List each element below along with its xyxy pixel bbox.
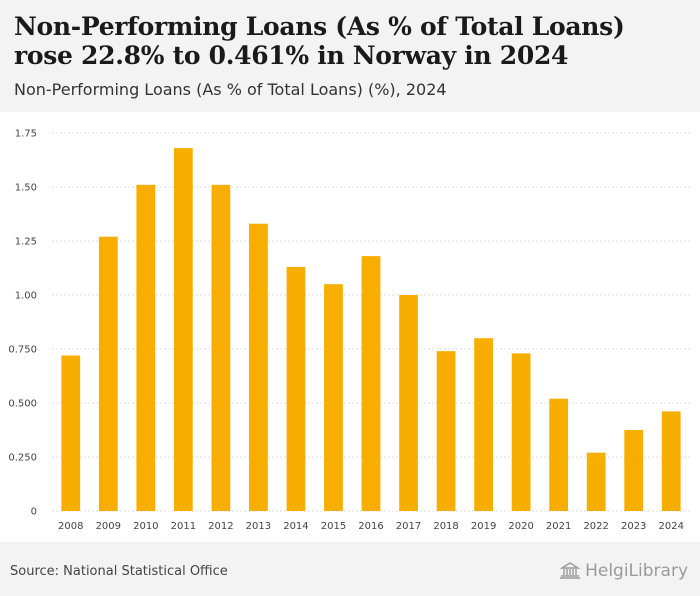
bar-2014[interactable] [287, 267, 306, 511]
bar-2008[interactable] [61, 355, 80, 511]
source-note: Source: National Statistical Office [10, 564, 228, 579]
bar-2011[interactable] [174, 148, 193, 511]
y-tick-label: 0.250 [8, 453, 37, 464]
bar-2017[interactable] [399, 295, 418, 511]
y-tick-label: 1.75 [15, 129, 37, 140]
x-tick-label: 2008 [58, 521, 83, 532]
x-tick-label: 2020 [508, 521, 533, 532]
bar-2020[interactable] [512, 353, 531, 511]
x-tick-label: 2024 [659, 521, 684, 532]
x-tick-label: 2016 [358, 521, 383, 532]
bar-2019[interactable] [474, 338, 493, 511]
x-tick-label: 2021 [546, 521, 571, 532]
x-tick-label: 2013 [246, 521, 271, 532]
x-tick-label: 2010 [133, 521, 158, 532]
x-tick-label: 2015 [321, 521, 346, 532]
bar-2010[interactable] [136, 185, 155, 511]
x-tick-label: 2014 [283, 521, 308, 532]
helgilibrary-logo: HelgiLibrary [559, 561, 688, 581]
bar-2021[interactable] [549, 399, 568, 511]
x-tick-label: 2018 [433, 521, 458, 532]
x-tick-label: 2009 [96, 521, 121, 532]
y-tick-label: 0 [31, 507, 37, 518]
y-tick-label: 1.50 [15, 183, 37, 194]
bar-2024[interactable] [662, 411, 681, 511]
bar-2018[interactable] [437, 351, 456, 511]
x-tick-label: 2022 [583, 521, 608, 532]
x-tick-label: 2019 [471, 521, 496, 532]
x-tick-label: 2017 [396, 521, 421, 532]
bar-2016[interactable] [362, 256, 381, 511]
y-tick-label: 0.750 [8, 345, 37, 356]
x-tick-label: 2023 [621, 521, 646, 532]
logo-text: HelgiLibrary [585, 561, 688, 581]
y-tick-label: 1.00 [15, 291, 37, 302]
library-building-icon [559, 562, 581, 580]
x-tick-label: 2011 [171, 521, 196, 532]
bar-2013[interactable] [249, 224, 268, 511]
y-tick-label: 0.500 [8, 399, 37, 410]
x-tick-label: 2012 [208, 521, 233, 532]
y-tick-label: 1.25 [15, 237, 37, 248]
bar-2015[interactable] [324, 284, 343, 511]
bar-chart: 0 0.250 0.500 0.750 1.00 1.25 1.50 1.75 2008 2009… [0, 0, 700, 596]
bar-2012[interactable] [212, 185, 231, 511]
bar-2009[interactable] [99, 237, 118, 511]
bar-2023[interactable] [624, 430, 643, 511]
bar-2022[interactable] [587, 453, 606, 511]
